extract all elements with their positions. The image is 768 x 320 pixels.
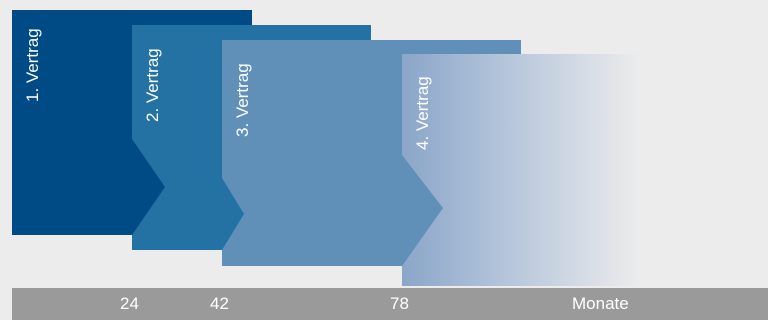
axis-tick-42: 42	[210, 294, 229, 313]
axis-tick-24: 24	[120, 294, 139, 313]
axis-unit-label: Monate	[572, 294, 629, 313]
contract-4-label: 4. Vertrag	[413, 76, 432, 150]
contract-3-label: 3. Vertrag	[233, 63, 252, 137]
contract-1-label: 1. Vertrag	[23, 28, 42, 102]
timeline-axis-bar: 24 42 78 Monate	[12, 288, 768, 320]
contract-2-label: 2. Vertrag	[143, 48, 162, 122]
axis-tick-78: 78	[390, 294, 409, 313]
contract-4: 4. Vertrag	[402, 54, 640, 286]
contract-4-shape	[402, 54, 640, 286]
